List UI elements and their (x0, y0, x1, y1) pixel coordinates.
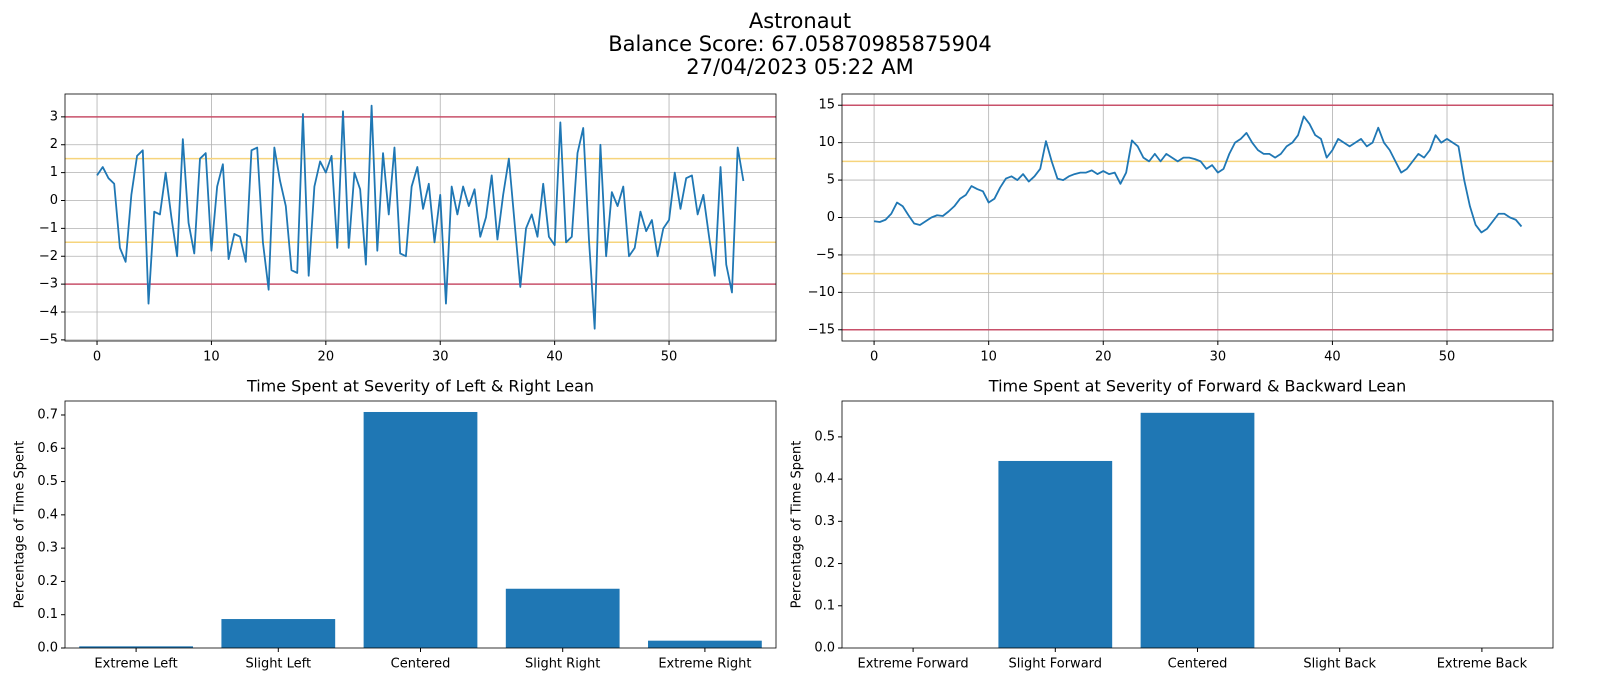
bar (1140, 412, 1255, 648)
x-tick-label: 40 (1324, 350, 1341, 365)
x-tick-label: Extreme Left (94, 657, 177, 672)
y-axis-label: Percentage of Time Spent (790, 441, 805, 609)
y-tick-label: 0.5 (814, 429, 835, 444)
figure-title: Astronaut (749, 9, 851, 33)
y-tick-label: 0.1 (814, 598, 835, 613)
y-tick-label: 5 (827, 173, 835, 188)
y-tick-label: −15 (808, 322, 835, 337)
x-tick-label: 20 (318, 350, 335, 365)
x-tick-label: 10 (203, 350, 220, 365)
data-line (873, 115, 1523, 234)
x-tick-label: 50 (661, 350, 678, 365)
bar (648, 640, 762, 648)
x-tick-label: Centered (391, 657, 451, 672)
panel: Time Spent at Severity of Left & Right L… (13, 377, 777, 672)
panel: Time Spent at Severity of Forward & Back… (790, 377, 1554, 672)
bar (221, 619, 336, 648)
y-axis-label: Percentage of Time Spent (13, 441, 28, 609)
x-tick-label: Slight Left (245, 657, 311, 672)
y-tick-label: −2 (39, 249, 58, 264)
x-tick-label: Slight Back (1303, 657, 1376, 672)
x-tick-label: Extreme Right (658, 657, 751, 672)
y-tick-label: 3 (50, 109, 58, 124)
y-tick-label: −5 (816, 247, 835, 262)
panel-title: Time Spent at Severity of Forward & Back… (988, 377, 1406, 396)
panel-title: Time Spent at Severity of Left & Right L… (246, 377, 594, 396)
y-tick-label: 0.0 (814, 641, 835, 656)
x-tick-label: 10 (980, 350, 997, 365)
y-tick-label: −4 (39, 305, 58, 320)
figure-subtitle: Balance Score: 67.05870985875904 (608, 32, 991, 56)
y-tick-label: 0.5 (37, 474, 58, 489)
x-tick-label: Centered (1168, 657, 1228, 672)
x-tick-label: Slight Forward (1009, 657, 1102, 672)
x-tick-label: 20 (1095, 350, 1112, 365)
y-tick-label: −10 (808, 285, 835, 300)
x-tick-label: Extreme Forward (858, 657, 969, 672)
y-tick-label: −1 (39, 221, 58, 236)
x-tick-label: 30 (1210, 350, 1227, 365)
y-tick-label: 0.4 (814, 472, 835, 487)
plot-frame (64, 93, 777, 342)
plot-frame (841, 93, 1554, 342)
x-tick-label: Slight Right (525, 657, 600, 672)
plot-frame (64, 400, 777, 649)
y-tick-label: −5 (39, 332, 58, 347)
y-tick-label: 2 (50, 137, 58, 152)
x-tick-label: 0 (870, 350, 878, 365)
figure-date: 27/04/2023 05:22 AM (686, 55, 913, 79)
panel: −15 −10 −5 0 5 10 15 0 10 20 30 40 50 (808, 93, 1554, 365)
bar (998, 460, 1113, 648)
x-tick-label: 50 (1439, 350, 1456, 365)
y-tick-label: 0.3 (814, 514, 835, 529)
y-tick-label: 0.4 (37, 507, 58, 522)
y-tick-label: 0.0 (37, 641, 58, 656)
x-tick-label: 30 (432, 350, 449, 365)
y-tick-label: 15 (818, 98, 835, 113)
x-tick-label: 40 (546, 350, 563, 365)
bar (363, 411, 478, 648)
data-line (96, 104, 745, 330)
y-tick-label: 0.2 (814, 556, 835, 571)
bar (79, 646, 193, 648)
y-tick-label: 10 (818, 135, 835, 150)
y-tick-label: 0.6 (37, 441, 58, 456)
y-tick-label: 0 (827, 210, 835, 225)
y-tick-label: −3 (39, 277, 58, 292)
x-tick-label: Extreme Back (1437, 657, 1528, 672)
y-tick-label: 0.2 (37, 574, 58, 589)
bar (505, 588, 620, 648)
x-tick-label: 0 (93, 350, 101, 365)
plot-frame (841, 400, 1554, 649)
y-tick-label: 0.3 (37, 541, 58, 556)
y-tick-label: 1 (50, 165, 58, 180)
y-tick-label: 0.1 (37, 607, 58, 622)
y-tick-label: 0 (50, 193, 58, 208)
y-tick-label: 0.7 (37, 407, 58, 422)
